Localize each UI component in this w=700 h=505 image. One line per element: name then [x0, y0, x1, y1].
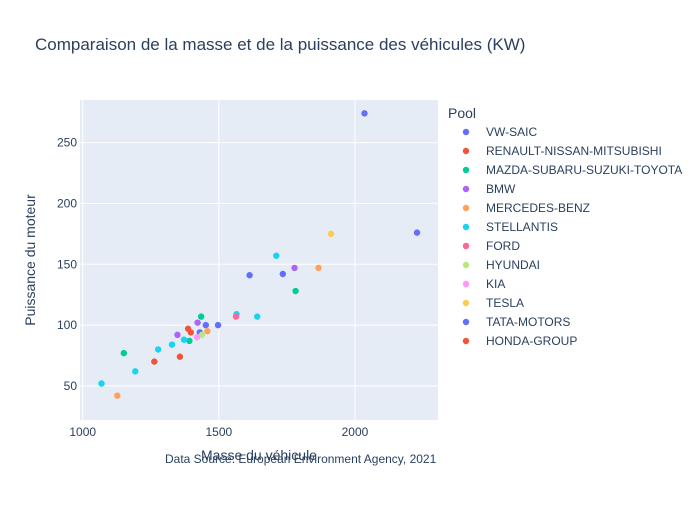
data-point[interactable] [154, 346, 162, 353]
x-axis-label: Masse du véhicule [201, 447, 317, 463]
legend-marker [462, 166, 470, 174]
data-point[interactable] [204, 327, 211, 335]
data-point[interactable] [120, 349, 128, 357]
legend-item[interactable]: TATA-MOTORS [462, 315, 571, 329]
data-point[interactable] [279, 270, 287, 278]
data-point[interactable] [232, 313, 240, 320]
legend-label: KIA [486, 277, 505, 291]
data-point[interactable] [193, 334, 201, 341]
legend-marker [462, 242, 470, 250]
legend-label: VW-SAIC [486, 125, 537, 139]
legend-item[interactable]: TESLA [462, 296, 524, 310]
data-point[interactable] [197, 313, 205, 320]
legend-marker [462, 318, 470, 326]
legend-item[interactable]: FORD [462, 239, 521, 253]
y-tick-label: 250 [57, 136, 77, 150]
legend-item[interactable]: HYUNDAI [462, 258, 540, 272]
legend-marker [462, 280, 470, 288]
data-point[interactable] [413, 229, 421, 236]
legend-marker [462, 223, 470, 231]
legend-item[interactable]: MAZDA-SUBARU-SUZUKI-TOYOTA [462, 163, 682, 177]
legend-item[interactable]: KIA [462, 277, 506, 291]
x-tick-label: 1000 [69, 425, 96, 439]
data-point[interactable] [186, 337, 193, 345]
y-tick-label: 100 [57, 318, 77, 332]
legend-item[interactable]: BMW [462, 182, 516, 196]
chart-title: Comparaison de la masse et de la puissan… [35, 35, 525, 54]
legend-item[interactable]: VW-SAIC [462, 125, 538, 139]
legend-marker [462, 128, 470, 136]
legend[interactable]: VW-SAIC RENAULT-NISSAN-MITSUBISHI MAZDA-SU… [462, 125, 682, 348]
data-point[interactable] [114, 392, 121, 399]
legend-item[interactable]: RENAULT-NISSAN-MITSUBISHI [462, 144, 662, 158]
x-tick-label: 2000 [342, 425, 369, 439]
legend-title: Pool [448, 105, 476, 121]
legend-label: FORD [486, 239, 520, 253]
x-tick-labels: 1000 1500 2000 [69, 425, 368, 439]
grid-lines [80, 100, 438, 420]
y-tick-label: 50 [64, 379, 78, 393]
data-point[interactable] [254, 313, 261, 320]
data-point[interactable] [187, 329, 195, 336]
data-point[interactable] [176, 353, 184, 360]
data-point[interactable] [246, 272, 253, 279]
data-point[interactable] [327, 230, 335, 238]
legend-label: HONDA-GROUP [486, 334, 577, 348]
data-point[interactable] [198, 331, 206, 339]
y-tick-label: 150 [57, 257, 77, 271]
data-point[interactable] [151, 358, 158, 365]
legend-label: HYUNDAI [486, 258, 540, 272]
data-point[interactable] [168, 341, 176, 348]
data-point[interactable] [315, 264, 322, 272]
legend-marker [462, 204, 470, 212]
legend-marker [462, 337, 470, 345]
y-tick-labels: 50 100 150 200 250 [57, 136, 77, 393]
legend-label: RENAULT-NISSAN-MITSUBISHI [486, 144, 662, 158]
legend-item[interactable]: STELLANTIS [462, 220, 558, 234]
legend-label: BMW [486, 182, 516, 196]
legend-label: TATA-MOTORS [486, 315, 570, 329]
data-points [98, 110, 421, 399]
legend-label: STELLANTIS [486, 220, 558, 234]
y-axis-label: Puissance du moteur [22, 194, 38, 326]
plot-area [80, 100, 438, 420]
x-tick-label: 1500 [205, 425, 232, 439]
legend-marker [462, 261, 470, 269]
legend-marker [462, 185, 470, 193]
data-point[interactable] [180, 336, 188, 343]
data-point[interactable] [174, 331, 181, 339]
legend-label: TESLA [486, 296, 524, 310]
data-point[interactable] [273, 252, 280, 259]
legend-item[interactable]: HONDA-GROUP [462, 334, 578, 348]
data-point[interactable] [291, 264, 298, 272]
data-point[interactable] [292, 287, 299, 295]
data-source-annotation: Data Source: European Environment Agency… [165, 452, 437, 466]
legend-marker [462, 299, 470, 307]
data-point[interactable] [194, 319, 201, 326]
data-point[interactable] [361, 110, 368, 117]
data-point[interactable] [98, 380, 105, 387]
legend-label: MAZDA-SUBARU-SUZUKI-TOYOTA [486, 163, 682, 177]
data-point[interactable] [214, 321, 222, 329]
legend-label: MERCEDES-BENZ [486, 201, 590, 215]
legend-marker [462, 147, 470, 155]
y-tick-label: 200 [57, 196, 77, 210]
legend-item[interactable]: MERCEDES-BENZ [462, 201, 590, 215]
data-point[interactable] [202, 321, 209, 329]
data-point[interactable] [132, 368, 139, 375]
